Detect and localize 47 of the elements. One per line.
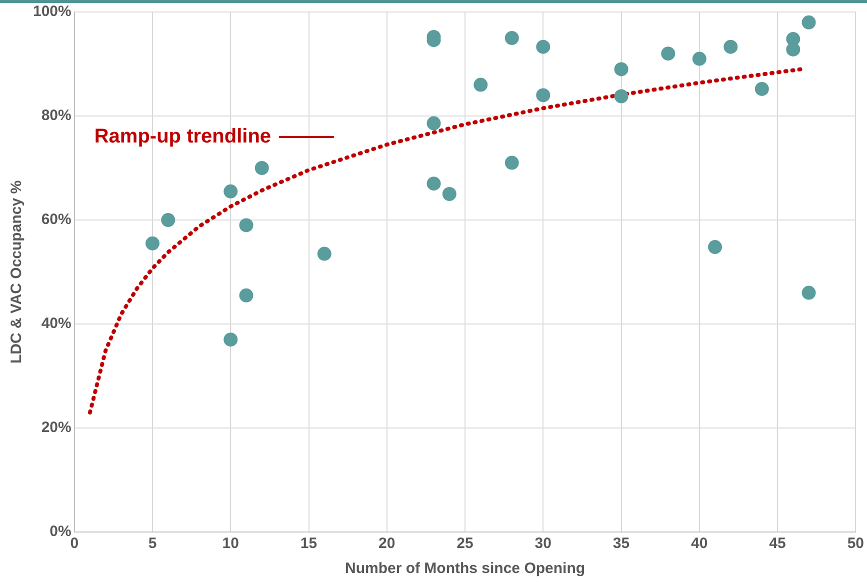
point [426,116,441,130]
legend-label: Ramp-up trendline [94,126,272,148]
point [786,42,800,56]
point [239,218,254,232]
x-tick-label: 35 [612,535,630,552]
point [474,78,488,92]
point [504,156,519,170]
point [317,246,332,261]
point [802,286,816,300]
point [239,288,254,302]
point [224,184,238,198]
point [442,187,456,201]
x-tick-label: 25 [456,535,474,552]
point [692,52,706,66]
y-tick-label: 40% [41,315,72,332]
y-tick-label: 100% [32,3,72,20]
point [536,40,550,54]
x-tick-label: 30 [534,535,552,552]
y-axis-title: LDC & VAC Occupancy % [8,180,26,364]
y-tick-label: 0% [50,523,72,540]
point [224,332,238,347]
point [145,236,160,250]
y-tick-label: 80% [41,107,72,124]
point [426,176,441,191]
point [802,15,816,30]
x-tick-label: 45 [769,535,786,552]
y-tick-label: 60% [41,211,72,228]
point [754,82,769,96]
x-tick-label: 5 [148,535,157,552]
x-tick-label: 20 [378,535,396,552]
x-tick-label: 40 [691,535,708,552]
point [661,46,676,61]
point [614,89,628,104]
x-tick-label: 50 [847,535,864,552]
point [708,240,722,254]
line-series [88,67,803,414]
point [161,213,176,227]
point [614,62,628,76]
x-tick-label: 0 [70,535,79,552]
x-tick-label: 15 [300,535,318,552]
point [254,161,269,175]
x-axis-title: Number of Months since Opening [345,560,586,578]
point [536,88,550,102]
y-tick-label: 20% [41,419,72,436]
point [724,40,738,54]
point [504,31,519,45]
x-tick-label: 10 [222,535,239,552]
